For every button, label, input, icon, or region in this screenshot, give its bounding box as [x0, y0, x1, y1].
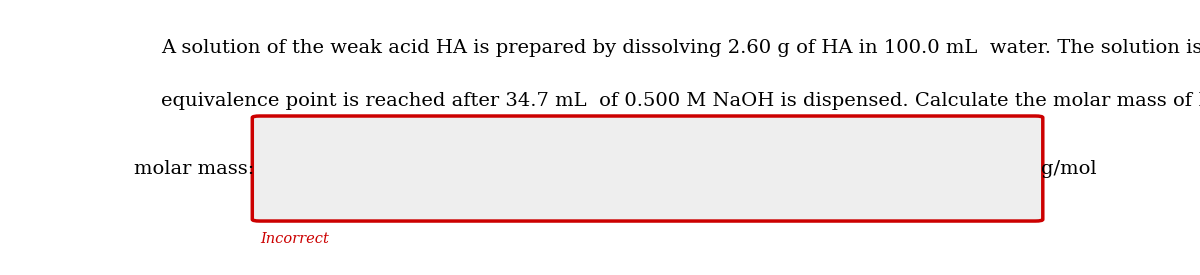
Text: g/mol: g/mol	[1040, 160, 1097, 178]
FancyBboxPatch shape	[252, 116, 1043, 221]
Text: equivalence point is reached after 34.7 mL  of 0.500 M NaOH is dispensed. Calcul: equivalence point is reached after 34.7 …	[161, 92, 1200, 110]
Text: molar mass:: molar mass:	[134, 160, 254, 178]
Text: A solution of the weak acid HA is prepared by dissolving 2.60 g of HA in 100.0 m: A solution of the weak acid HA is prepar…	[161, 39, 1200, 57]
Text: Incorrect: Incorrect	[259, 232, 329, 246]
